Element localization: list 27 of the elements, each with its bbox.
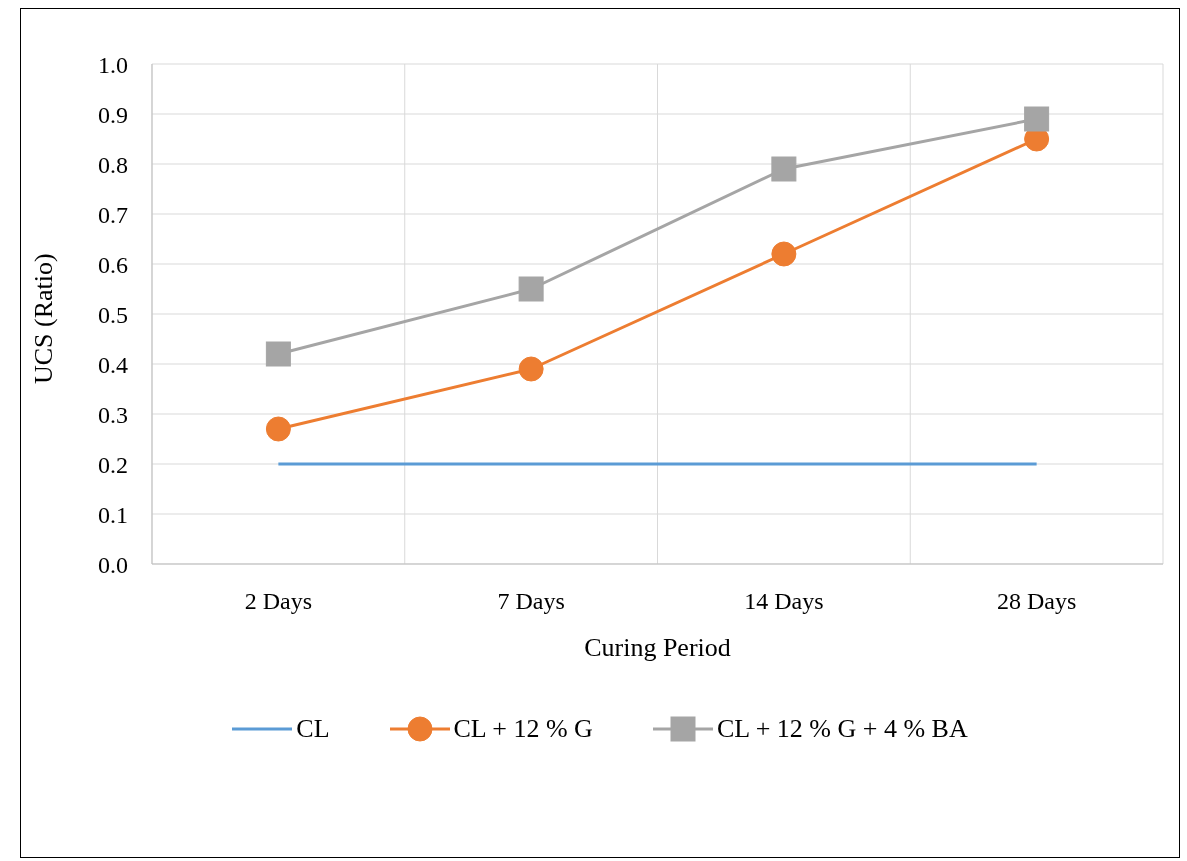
x-tick-label: 7 Days [497, 588, 565, 615]
x-axis-title: Curing Period [584, 633, 731, 662]
legend-label: CL [296, 714, 330, 744]
y-axis-title: UCS (Ratio) [29, 253, 59, 384]
y-tick-label: 0.2 [98, 451, 128, 478]
x-tick-label: 2 Days [244, 588, 313, 615]
y-tick-label: 0.4 [98, 351, 128, 378]
y-tick-label: 0.0 [98, 551, 128, 578]
y-tick-label: 0.3 [98, 401, 128, 428]
y-tick-label: 0.9 [98, 101, 128, 128]
y-tick-label: 0.1 [98, 501, 128, 528]
point [771, 156, 797, 182]
legend-label: CL + 12 % G + 4 % BA [716, 714, 968, 744]
point [1024, 106, 1050, 132]
legend-label: CL + 12 % G [453, 714, 593, 744]
y-tick-label: 0.6 [98, 251, 128, 278]
y-tick-label: 0.5 [98, 301, 128, 328]
y-tick-label: 1.0 [98, 51, 128, 78]
point [265, 341, 291, 367]
x-tick-label: 14 Days [744, 588, 824, 615]
point [518, 356, 544, 382]
point [265, 416, 291, 442]
y-tick-label: 0.7 [98, 201, 128, 228]
y-tick-label: 0.8 [98, 151, 128, 178]
point [518, 276, 544, 302]
x-tick-label: 28 Days [996, 588, 1077, 615]
point [771, 241, 797, 267]
